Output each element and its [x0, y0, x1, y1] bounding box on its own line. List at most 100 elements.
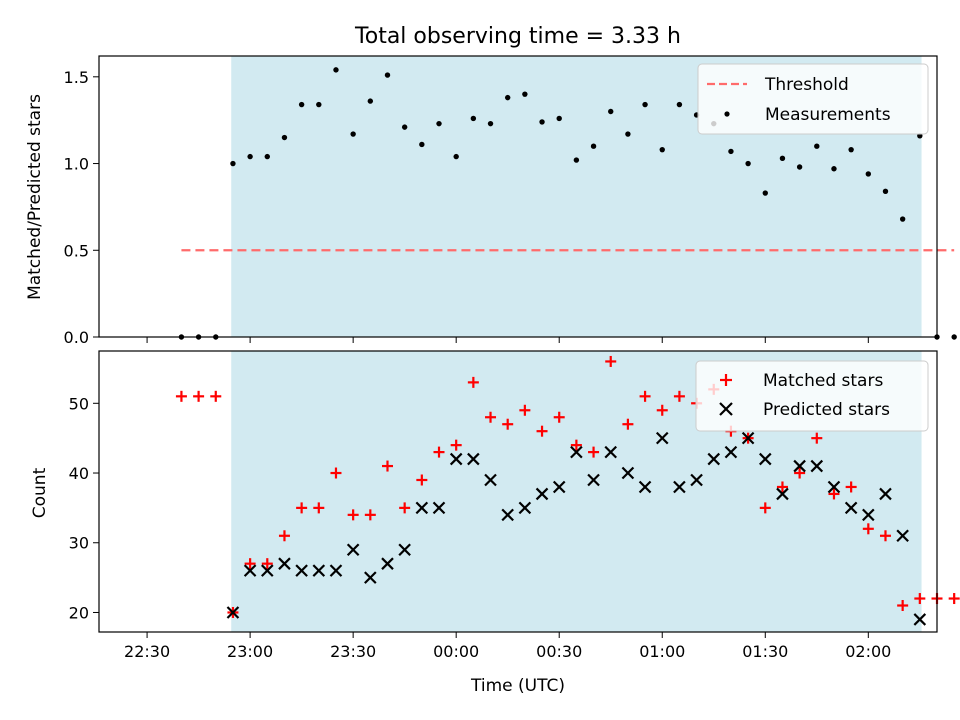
measurement-point: [608, 108, 614, 115]
predicted-star-point: [655, 431, 669, 445]
predicted-marker-b: [501, 508, 514, 522]
matched-star-point: [433, 446, 445, 458]
legend-threshold-label: Threshold: [764, 75, 849, 95]
matched-star-point: [330, 467, 342, 479]
measurement-point: [264, 153, 270, 160]
matched-star-point: [553, 411, 565, 423]
predicted-marker-b: [449, 452, 463, 466]
bottom-xtick-label: 01:30: [742, 642, 788, 661]
matched-star-point: [416, 474, 428, 486]
predicted-marker-b: [604, 445, 618, 459]
measurement-point: [796, 164, 803, 170]
matched-star-point: [605, 355, 617, 367]
predicted-marker-b: [364, 571, 377, 584]
top-ytick-label: 0.0: [64, 328, 89, 347]
bottom-xtick-label: 23:00: [227, 642, 273, 661]
predicted-marker-b: [793, 459, 806, 473]
bottom-axes-frame: [98, 350, 938, 633]
predicted-marker-b: [896, 529, 909, 543]
measurement-point: [470, 115, 477, 122]
measurement-point: [522, 91, 528, 97]
predicted-star-point: [381, 557, 394, 570]
matched-star-point: [244, 558, 256, 570]
top-ylabel: Matched/Predicted stars: [25, 94, 45, 300]
predicted-star-point: [415, 501, 429, 515]
predicted-star-point: [467, 452, 480, 466]
measurement-point: [333, 67, 339, 73]
measurement-point: [899, 216, 906, 222]
predicted-marker-b: [844, 501, 858, 515]
matched-star-point: [261, 558, 273, 570]
measurement-point: [745, 160, 751, 167]
predicted-star-point: [432, 501, 446, 515]
predicted-marker-b: [415, 501, 429, 515]
bottom-xlabel: Time (UTC): [470, 676, 565, 696]
legend-measurements-swatch: [724, 111, 730, 117]
predicted-star-point: [879, 487, 892, 501]
predicted-star-point: [810, 459, 824, 473]
matched-star-point: [485, 411, 497, 423]
predicted-star-point: [398, 543, 411, 556]
matched-star-point: [381, 460, 393, 472]
predicted-marker-b: [741, 431, 755, 445]
predicted-star-point: [346, 543, 360, 556]
measurement-point: [316, 101, 322, 108]
matched-star-point: [914, 593, 926, 605]
bottom-xtick-label: 00:30: [536, 642, 582, 661]
legend-predicted-label: Predicted stars: [763, 400, 890, 420]
predicted-star-point: [827, 480, 841, 494]
predicted-marker-b: [707, 452, 721, 466]
predicted-marker-b: [655, 431, 669, 445]
predicted-star-point: [913, 613, 927, 626]
predicted-marker-b: [484, 473, 497, 487]
matched-star-point: [588, 446, 600, 458]
predicted-star-point: [724, 445, 738, 459]
predicted-star-point: [518, 501, 532, 515]
bottom-xtick-label: 23:30: [330, 642, 376, 661]
top-legend-box: [697, 63, 929, 135]
predicted-marker-b: [381, 557, 394, 570]
measurement-point: [350, 131, 356, 137]
measurement-point: [951, 334, 957, 340]
measurement-point: [642, 101, 648, 108]
measurement-point: [590, 143, 597, 149]
matched-star-point: [570, 439, 582, 451]
predicted-marker-b: [398, 543, 411, 556]
matched-star-point: [879, 530, 891, 542]
matched-star-point: [175, 390, 187, 402]
predicted-star-point: [243, 564, 257, 577]
matched-star-point: [622, 418, 634, 430]
bottom-ytick-label: 50: [69, 394, 89, 413]
predicted-star-point: [862, 508, 875, 522]
predicted-marker-b: [518, 501, 532, 515]
predicted-star-point: [329, 564, 343, 577]
matched-star-point: [502, 418, 514, 430]
predicted-marker-b: [690, 473, 703, 487]
legend-matched-label: Matched stars: [763, 371, 883, 391]
predicted-star-point: [793, 459, 806, 473]
measurement-point: [848, 146, 854, 153]
measurement-point: [573, 157, 580, 163]
measurement-point: [384, 72, 391, 78]
legend-matched-swatch: [720, 374, 732, 386]
measurement-point: [298, 101, 305, 108]
predicted-star-point: [673, 480, 686, 494]
predicted-star-point: [312, 564, 326, 577]
predicted-marker-b: [226, 606, 240, 619]
bottom-ytick-label: 30: [69, 534, 89, 553]
matched-star-point: [519, 404, 531, 416]
predicted-star-point: [638, 480, 652, 494]
predicted-star-point: [844, 501, 858, 515]
bottom-panel: 20 30 40 50 22:30 23:00 23:30 00:00 00:30 01:00 01…: [30, 350, 960, 696]
measurement-point: [779, 155, 786, 162]
predicted-star-point: [535, 487, 549, 501]
chart-title: Total observing time = 3.33 h: [354, 24, 681, 49]
bottom-xtick-label: 00:00: [433, 642, 479, 661]
measurement-point: [762, 190, 768, 196]
predicted-marker-b: [862, 508, 875, 522]
matched-star-point: [776, 481, 788, 493]
predicted-marker-b: [312, 564, 326, 577]
matched-star-point: [210, 390, 222, 402]
legend-predicted-swatch: [719, 402, 733, 416]
